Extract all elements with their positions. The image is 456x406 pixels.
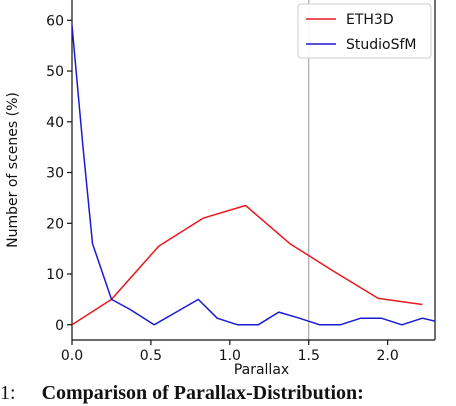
y-tick-label: 50 [46,64,64,80]
x-tick-label: 1.5 [298,348,320,364]
x-tick-label: 2.0 [377,348,399,364]
legend-label-studiosfm: StudioSfM [346,37,417,53]
figure-caption: 1: Comparison of Parallax-Distribution: [0,382,456,406]
axes: 0 10 20 30 40 50 60 0.0 0.5 1.0 1.5 2.0 Parallax Numb… [5,0,436,378]
y-tick-label: 10 [46,267,64,283]
y-axis-label: Number of scenes (%) [5,92,21,248]
legend-label-eth3d: ETH3D [346,12,394,28]
y-tick-label: 20 [46,216,64,232]
caption-text: Comparison of Parallax-Distribution: [41,382,364,404]
y-tick-label: 40 [46,115,64,131]
x-tick-label: 1.0 [219,348,241,364]
x-tick-label: 0.0 [61,348,83,364]
x-axis-label: Parallax [234,362,289,378]
series-lines [72,25,435,326]
y-tick-label: 30 [46,166,64,182]
y-tick-label: 60 [46,13,64,29]
series-line-studiosfm [72,25,435,326]
legend: ETH3D StudioSfM [297,3,432,59]
parallax-chart: 0 10 20 30 40 50 60 0.0 0.5 1.0 1.5 2.0 Parallax Numb… [5,0,436,378]
series-line-eth3d [72,204,423,326]
y-tick-label: 0 [55,318,64,334]
x-tick-label: 0.5 [140,348,162,364]
caption-prefix: 1: [0,382,16,404]
